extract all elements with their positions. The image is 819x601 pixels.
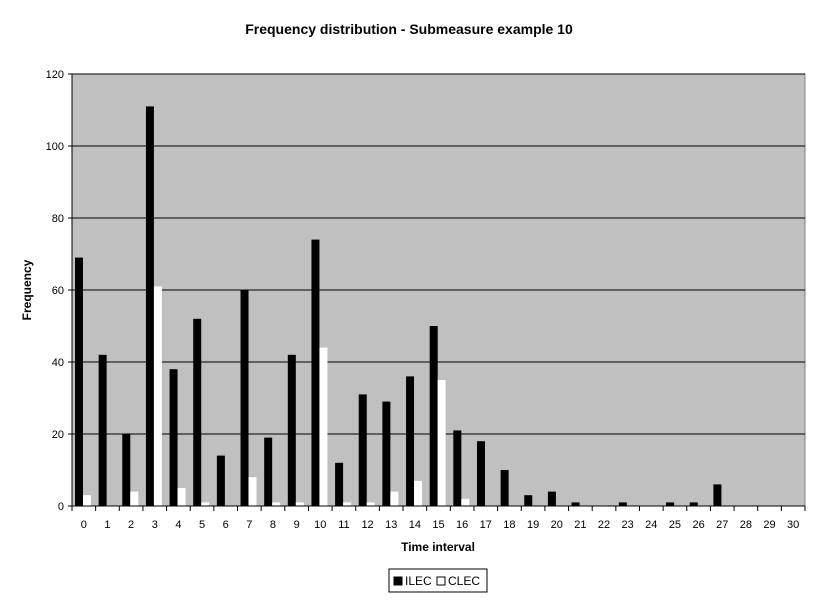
y-tick-label: 120 <box>46 69 64 81</box>
y-tick-label: 100 <box>46 141 64 153</box>
bar-ilec-18 <box>500 470 509 506</box>
bar-ilec-27 <box>713 484 722 506</box>
bar-ilec-6 <box>216 455 225 506</box>
bar-clec-12 <box>366 502 375 506</box>
bar-ilec-13 <box>382 401 391 506</box>
bar-clec-9 <box>295 502 304 506</box>
x-tick-label: 10 <box>314 519 326 531</box>
bar-ilec-4 <box>169 369 178 506</box>
x-tick-label: 0 <box>81 519 87 531</box>
x-tick-label: 3 <box>152 519 158 531</box>
x-tick-label: 6 <box>223 519 229 531</box>
x-tick-label: 30 <box>787 519 799 531</box>
x-axis-title: Time interval <box>401 540 475 554</box>
bar-ilec-26 <box>689 502 698 506</box>
x-tick-label: 18 <box>503 519 515 531</box>
bar-ilec-7 <box>240 290 249 506</box>
bar-ilec-2 <box>122 434 131 506</box>
bar-ilec-11 <box>335 462 344 506</box>
chart-title: Frequency distribution - Submeasure exam… <box>245 21 573 37</box>
y-tick-label: 20 <box>52 429 64 441</box>
bar-clec-4 <box>177 488 186 506</box>
bar-ilec-15 <box>429 326 438 506</box>
x-tick-label: 23 <box>622 519 634 531</box>
legend-label-ilec: ILEC <box>405 574 432 588</box>
bar-series-group <box>75 106 722 507</box>
bar-ilec-25 <box>666 502 675 506</box>
x-tick-label: 26 <box>692 519 704 531</box>
bar-ilec-12 <box>358 394 367 506</box>
bar-clec-16 <box>461 498 470 506</box>
x-tick-label: 24 <box>645 519 657 531</box>
x-tick-labels: 0 1 2 3 4 5 6 7 8 9 10 11 12 13 14 15 16 17 18 19 20 21 22 23 24… <box>81 519 800 531</box>
x-tick-label: 16 <box>456 519 468 531</box>
bar-ilec-1 <box>98 354 107 506</box>
bar-clec-7 <box>248 477 257 506</box>
x-tick-label: 9 <box>294 519 300 531</box>
x-tick-label: 21 <box>574 519 586 531</box>
x-tick-label: 17 <box>480 519 492 531</box>
bar-clec-13 <box>390 491 399 506</box>
y-tick-labels: 0 20 40 60 80 100 120 <box>46 69 64 513</box>
bar-ilec-8 <box>264 437 273 506</box>
x-tick-label: 19 <box>527 519 539 531</box>
x-tick-label: 13 <box>385 519 397 531</box>
x-tick-label: 25 <box>669 519 681 531</box>
x-tick-label: 4 <box>175 519 181 531</box>
bar-ilec-9 <box>287 354 296 506</box>
bar-clec-8 <box>272 502 281 506</box>
bar-clec-2 <box>130 491 139 506</box>
x-tick-label: 2 <box>128 519 134 531</box>
x-tick-label: 12 <box>361 519 373 531</box>
y-tick-label: 0 <box>58 501 64 513</box>
y-tick-label: 80 <box>52 213 64 225</box>
bar-ilec-16 <box>453 430 462 506</box>
bar-clec-10 <box>319 347 328 506</box>
y-tick-label: 60 <box>52 285 64 297</box>
x-tick-label: 5 <box>199 519 205 531</box>
x-tick-label: 22 <box>598 519 610 531</box>
bar-ilec-5 <box>193 318 202 506</box>
y-axis-title: Frequency <box>20 259 34 320</box>
x-tick-label: 1 <box>104 519 110 531</box>
bar-clec-14 <box>414 480 423 506</box>
x-tick-label: 15 <box>432 519 444 531</box>
bar-clec-15 <box>437 380 446 506</box>
legend: ILEC CLEC <box>388 568 488 593</box>
bar-ilec-10 <box>311 239 320 506</box>
x-tick-label: 20 <box>551 519 563 531</box>
bar-clec-5 <box>201 502 210 506</box>
x-tick-label: 27 <box>716 519 728 531</box>
bar-clec-11 <box>343 502 352 506</box>
bar-ilec-3 <box>145 106 154 507</box>
x-tick-label: 8 <box>270 519 276 531</box>
x-tick-label: 29 <box>763 519 775 531</box>
bar-ilec-20 <box>547 491 556 506</box>
x-tick-label: 7 <box>246 519 252 531</box>
y-tick-label: 40 <box>52 357 64 369</box>
bar-ilec-14 <box>406 376 415 506</box>
bar-ilec-0 <box>75 257 83 506</box>
x-tick-label: 28 <box>740 519 752 531</box>
bar-ilec-17 <box>476 441 485 506</box>
x-tick-label: 11 <box>338 519 349 531</box>
x-tick-label: 14 <box>409 519 421 531</box>
bar-ilec-21 <box>571 502 580 506</box>
legend-label-clec: CLEC <box>448 574 480 588</box>
bar-ilec-23 <box>618 502 627 506</box>
bar-ilec-19 <box>524 495 533 506</box>
bar-clec-3 <box>153 286 162 506</box>
legend-swatch-clec <box>436 576 446 586</box>
bar-clec-0 <box>83 495 91 506</box>
legend-swatch-ilec <box>393 576 403 586</box>
axes <box>68 73 806 511</box>
